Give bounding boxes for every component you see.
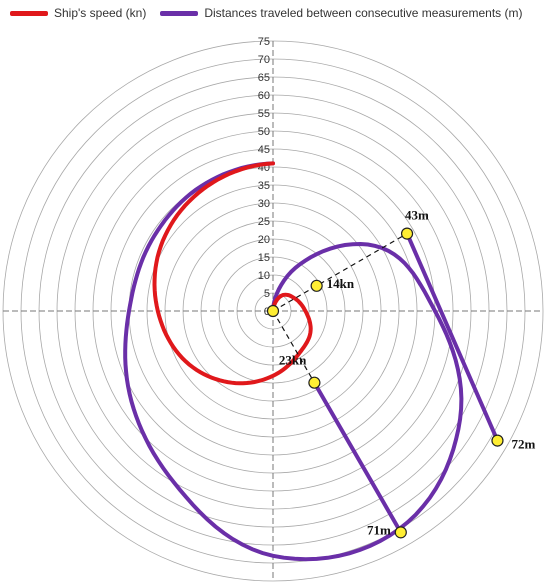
annotation-label-71m: 71m	[367, 522, 391, 537]
speed-series-line	[152, 161, 313, 386]
distance-series-line	[123, 161, 464, 562]
marker-23kn	[308, 376, 321, 389]
annotation-label-72m: 72m	[511, 437, 535, 452]
marker-43m	[400, 227, 414, 240]
marker-14kn	[310, 279, 323, 292]
tick-label-35: 35	[258, 180, 270, 192]
legend-item-distance: Distances traveled between consecutive m…	[160, 6, 522, 20]
legend-label-speed: Ship's speed (kn)	[54, 6, 147, 20]
annotation-label-23kn: 23kn	[279, 353, 307, 368]
legend-swatch-distance	[160, 10, 199, 16]
distance-connector-43-72	[405, 231, 500, 443]
annotation-label-14kn: 14kn	[327, 276, 355, 291]
marker-71m	[394, 526, 407, 539]
tick-label-15: 15	[258, 252, 270, 264]
guide-ray-60	[272, 233, 408, 312]
tick-label-25: 25	[258, 216, 270, 228]
guide-ray-150	[272, 310, 315, 384]
tick-label-5: 5	[264, 288, 270, 300]
annotation-label-43m: 43m	[405, 208, 429, 223]
distance-connector-23-71	[312, 380, 403, 535]
tick-label-60: 60	[258, 90, 270, 102]
tick-label-0: 0	[264, 306, 270, 318]
tick-label-55: 55	[258, 108, 270, 120]
tick-label-65: 65	[258, 72, 270, 84]
origin-marker	[266, 304, 280, 318]
tick-label-30: 30	[258, 198, 270, 210]
tick-label-50: 50	[258, 126, 270, 138]
legend-swatch-speed	[10, 10, 48, 16]
legend-item-speed: Ship's speed (kn)	[10, 6, 146, 20]
marker-72m	[491, 434, 504, 447]
tick-label-10: 10	[258, 270, 270, 282]
tick-label-75: 75	[258, 36, 270, 48]
legend-label-distance: Distances traveled between consecutive m…	[204, 6, 523, 20]
tick-label-70: 70	[258, 54, 270, 66]
chart-legend: Ship's speed (kn) Distances traveled bet…	[10, 6, 522, 20]
tick-label-45: 45	[258, 144, 270, 156]
tick-label-20: 20	[258, 234, 270, 246]
